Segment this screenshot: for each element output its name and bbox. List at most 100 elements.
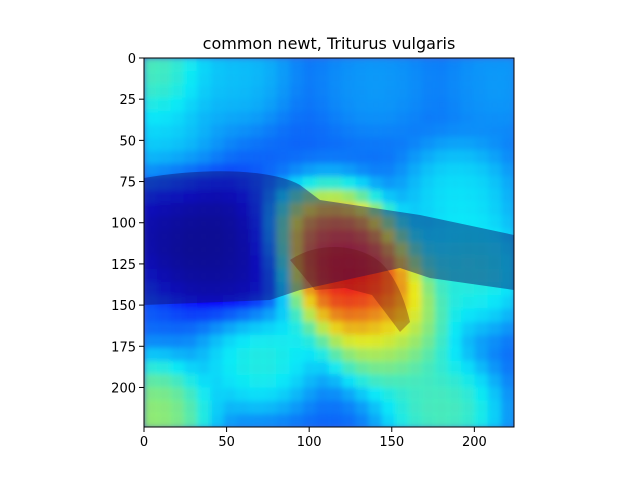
heatmap-cell [368,413,383,427]
heatmap-cell [461,400,476,415]
heatmap-cell [487,189,502,204]
heatmap-cell [249,361,264,376]
x-tick-label: 150 [379,435,404,450]
heatmap-cell [276,308,291,323]
y-tick-label: 25 [119,93,136,108]
heatmap-cell [223,242,238,257]
heatmap-cell [355,189,370,204]
heatmap-cell [223,137,238,152]
heatmap-cell [157,255,172,270]
heatmap-cell [395,84,410,99]
heatmap-cell [408,71,423,86]
heatmap-cell [262,268,278,284]
chart-title: common newt, Triturus vulgaris [203,34,456,53]
heatmap-cell [144,137,159,152]
heatmap-cell [461,202,476,218]
heatmap-cell [342,229,357,244]
heatmap-cell [329,242,344,257]
heatmap-cell [183,308,198,323]
heatmap-cell [210,282,225,297]
heatmap-cell [157,58,172,73]
heatmap-cell [421,413,436,427]
heatmap-cell [170,374,185,389]
heatmap-cell [236,97,251,112]
heatmap-cell [487,268,502,284]
heatmap-cell [249,321,264,336]
heatmap-cell [461,84,476,99]
heatmap-cell [329,308,344,323]
heatmap-cell [302,229,317,244]
heatmap-cell [276,282,291,297]
heatmap-cell [368,268,383,284]
heatmap-cell [223,97,238,112]
heatmap-cell [355,308,370,323]
heatmap-cell [262,347,278,363]
heatmap-cell [461,110,476,125]
heatmap-cell [368,374,383,389]
heatmap-cell [262,216,278,231]
heatmap-cell [381,413,397,427]
heatmap-cell [170,400,185,415]
heatmap-cell [368,334,383,349]
heatmap-cell [355,400,370,415]
heatmap-cell [381,189,397,204]
heatmap-cell [289,110,304,125]
heatmap-cell [408,58,423,73]
heatmap-cell [487,58,502,73]
heatmap-cell [276,400,291,415]
heatmap-cell [183,58,198,73]
heatmap-cell [368,242,383,257]
y-tick-label: 100 [111,217,136,232]
heatmap-cell [487,374,502,389]
heatmap-cell [196,123,212,139]
y-tick-label: 0 [128,52,136,67]
heatmap-cell [157,268,172,284]
heatmap-cell [408,202,423,218]
heatmap-cell [461,387,476,402]
heatmap-cell [487,163,502,178]
heatmap-cell [196,137,212,152]
heatmap-cell [210,58,225,73]
y-tick-label: 50 [119,134,136,149]
heatmap-cell [210,176,225,191]
heatmap-cell [302,361,317,376]
heatmap-cell [329,268,344,284]
heatmap-cell [447,110,463,125]
heatmap-cell [183,413,198,427]
heatmap-cell [355,123,370,139]
heatmap-cell [170,97,185,112]
heatmap-cell [196,361,212,376]
heatmap-cell [315,216,330,231]
heatmap-cell [408,176,423,191]
heatmap-cell [236,295,251,310]
heatmap-cell [144,387,159,402]
heatmap-cell [500,189,514,204]
heatmap-cell [315,242,330,257]
heatmap-cell [474,400,489,415]
heatmap-cell [276,321,291,336]
heatmap-cell [434,110,449,125]
heatmap-cell [170,58,185,73]
plot-area [144,58,514,427]
heatmap-cell [434,413,449,427]
heatmap-cell [196,110,212,125]
heatmap-cell [196,374,212,389]
heatmap-cell [223,123,238,139]
heatmap-cells [144,58,514,427]
heatmap-cell [434,189,449,204]
heatmap-cell [196,321,212,336]
heatmap-cell [302,97,317,112]
heatmap-cell [157,216,172,231]
heatmap-cell [276,374,291,389]
heatmap-cell [368,123,383,139]
heatmap-cell [183,123,198,139]
heatmap-cell [236,123,251,139]
heatmap-cell [329,255,344,270]
heatmap-cell [329,361,344,376]
heatmap-cell [447,123,463,139]
heatmap-cell [315,229,330,244]
heatmap-cell [355,387,370,402]
heatmap-cell [434,123,449,139]
heatmap-cell [434,150,449,165]
heatmap-cell [342,347,357,363]
